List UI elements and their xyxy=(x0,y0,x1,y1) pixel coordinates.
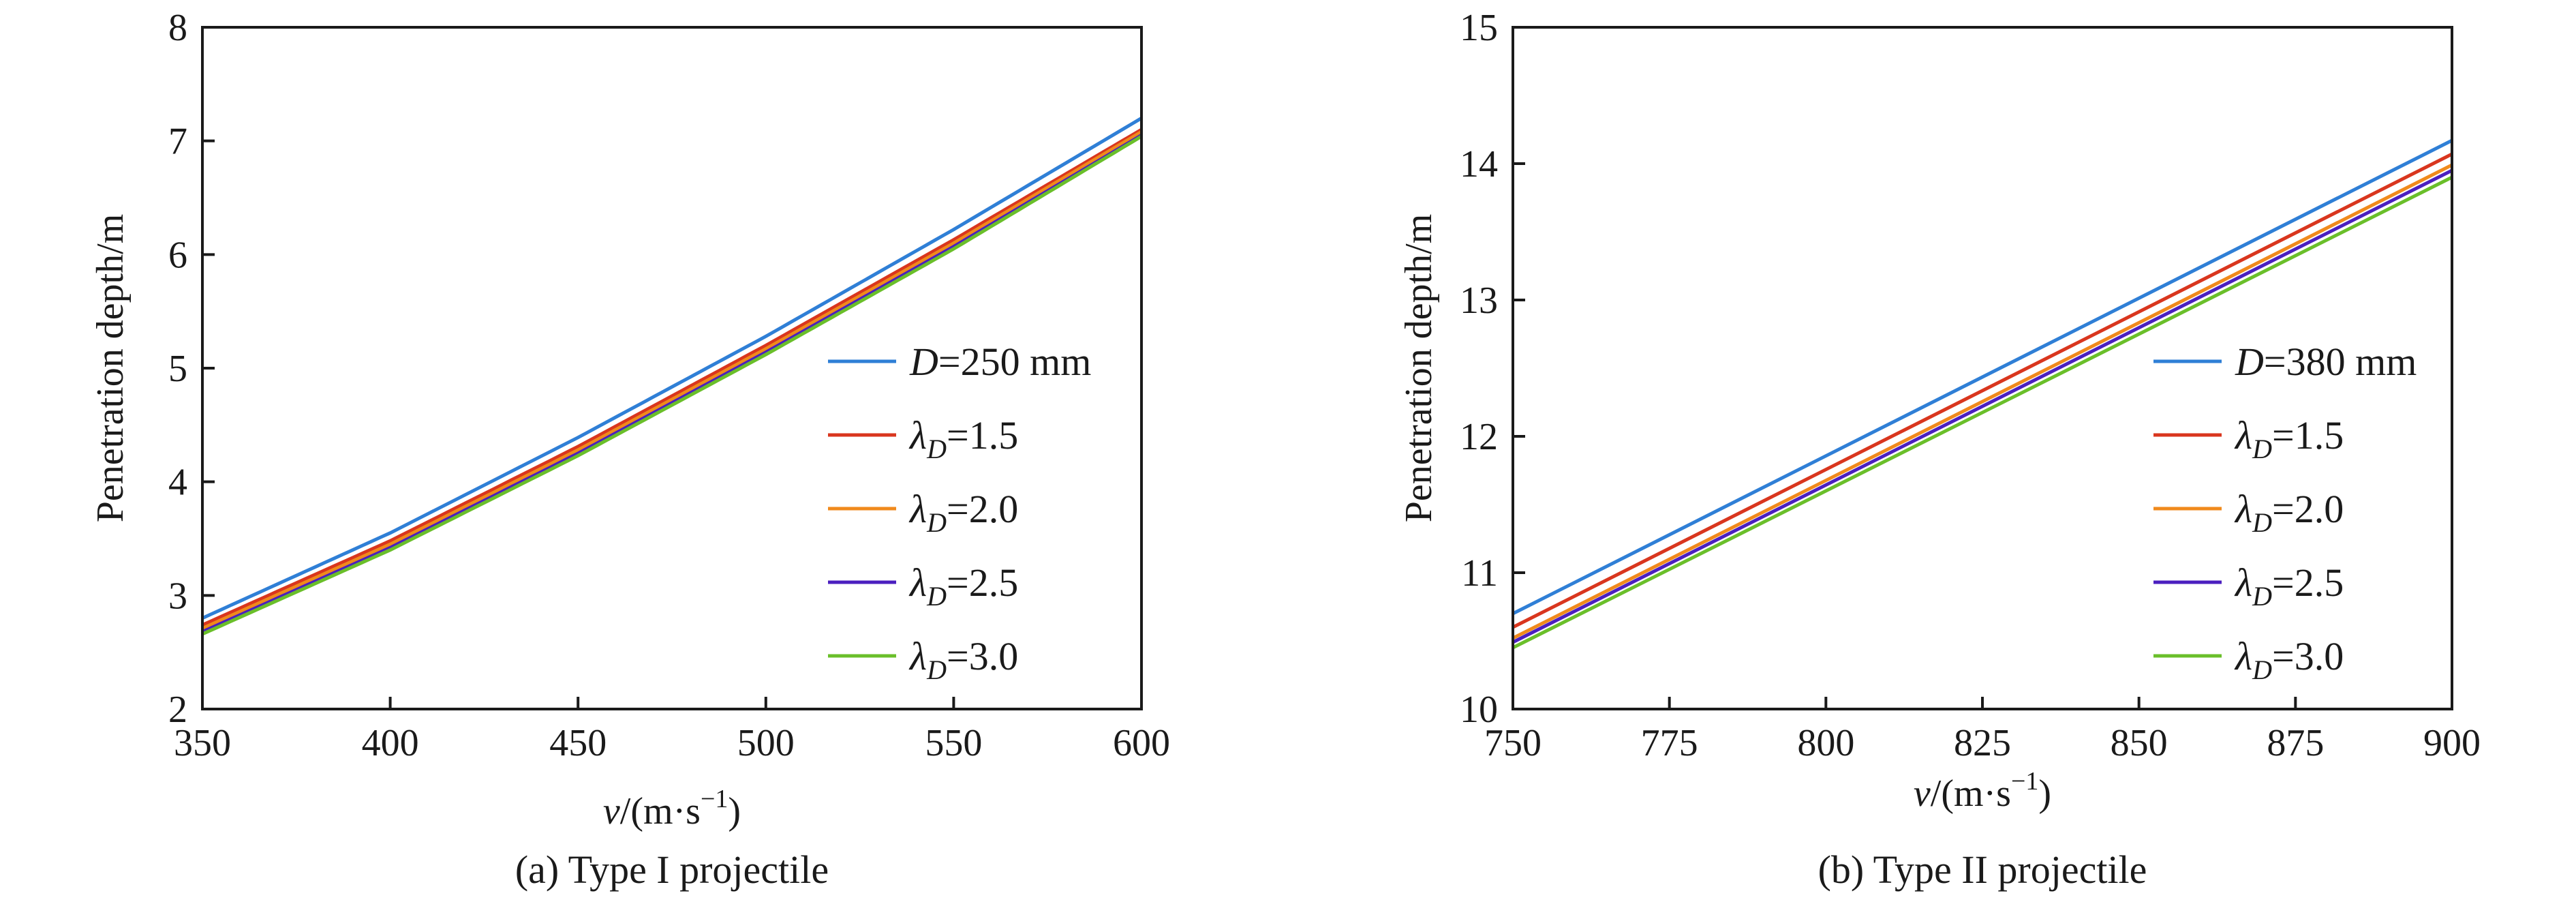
x-axis-label-unit: /(m·s xyxy=(620,790,701,832)
legend-label-rest: =1.5 xyxy=(2272,413,2344,457)
y-axis-label: Penetration depth/m xyxy=(89,214,132,523)
series-line-1 xyxy=(201,127,1143,627)
legend-label-prefix: λ xyxy=(908,560,927,605)
x-tick-label: 500 xyxy=(737,722,795,764)
y-tick-label: 5 xyxy=(168,348,187,390)
y-tick-label: 8 xyxy=(168,7,187,49)
legend-label-prefix: D xyxy=(2235,340,2264,384)
legend-label-3: λD=2.5 xyxy=(2234,560,2344,612)
y-tick-label: 11 xyxy=(1461,552,1498,595)
y-tick-label: 3 xyxy=(168,575,187,617)
y-tick-label: 10 xyxy=(1460,689,1498,731)
legend-label-prefix: λ xyxy=(908,413,927,457)
legend-label-prefix: λ xyxy=(2234,634,2252,678)
x-tick-label: 900 xyxy=(2423,722,2481,764)
legend-label-1: λD=1.5 xyxy=(2234,413,2344,464)
x-tick-label: 775 xyxy=(1641,722,1698,764)
x-tick-label: 875 xyxy=(2267,722,2324,764)
series-line-1 xyxy=(1512,152,2453,629)
x-tick-label: 800 xyxy=(1797,722,1854,764)
x-axis-label-close: ) xyxy=(2038,772,2051,815)
legend-label-sub: D xyxy=(926,507,947,538)
legend-label-sub: D xyxy=(2252,434,2272,464)
legend-label-prefix: D xyxy=(909,340,938,384)
legend-label-sub: D xyxy=(926,434,947,464)
x-tick-label: 350 xyxy=(174,722,231,764)
y-tick-label: 15 xyxy=(1460,7,1498,49)
y-tick-label: 7 xyxy=(168,121,187,163)
chart-panel-0: 350 400 450 500 550 600 2 3 4 5 6 7 8 Penetration dep… xyxy=(89,7,1170,892)
x-axis-label-unit: /(m·s xyxy=(1931,772,2011,815)
legend-label-prefix: λ xyxy=(2234,560,2252,605)
series-line-3 xyxy=(201,134,1143,633)
y-tick-label: 4 xyxy=(168,462,187,504)
legend-label-0: D=250 mm xyxy=(909,340,1091,384)
legend-label-sub: D xyxy=(926,581,947,612)
legend-label-1: λD=1.5 xyxy=(908,413,1018,464)
legend-label-prefix: λ xyxy=(908,487,927,531)
x-tick-label: 600 xyxy=(1113,722,1170,764)
legend-label-rest: =2.0 xyxy=(2272,487,2344,531)
legend-label-rest: =380 mm xyxy=(2264,340,2417,384)
legend-label-prefix: λ xyxy=(2234,487,2252,531)
legend-label-0: D=380 mm xyxy=(2235,340,2417,384)
legend-label-4: λD=3.0 xyxy=(2234,634,2344,685)
panel-caption: (a) Type I projectile xyxy=(515,847,829,892)
x-axis-label: v/(m·s−1) xyxy=(603,785,741,832)
y-tick-label: 14 xyxy=(1460,143,1498,185)
series-line-0 xyxy=(201,117,1143,620)
x-axis-label: v/(m·s−1) xyxy=(1914,767,2051,815)
legend-label-rest: =1.5 xyxy=(947,413,1018,457)
x-tick-label: 450 xyxy=(549,722,607,764)
series-line-2 xyxy=(201,130,1143,630)
series-line-3 xyxy=(1512,168,2453,644)
legend-label-2: λD=2.0 xyxy=(2234,487,2344,538)
legend-label-sub: D xyxy=(2252,581,2272,612)
x-axis-label-exp: −1 xyxy=(2011,767,2038,796)
x-tick-label: 400 xyxy=(362,722,419,764)
legend-label-rest: =2.5 xyxy=(2272,560,2344,605)
legend-label-rest: =2.5 xyxy=(947,560,1018,605)
y-tick-label: 12 xyxy=(1460,416,1498,458)
legend-label-sub: D xyxy=(2252,507,2272,538)
x-tick-label: 825 xyxy=(1954,722,2011,764)
legend-label-3: λD=2.5 xyxy=(908,560,1018,612)
x-axis-label-close: ) xyxy=(728,790,741,832)
legend-label-prefix: λ xyxy=(2234,413,2252,457)
x-axis-label-var: v xyxy=(1914,772,1931,815)
x-tick-label: 750 xyxy=(1484,722,1542,764)
x-axis-label-exp: −1 xyxy=(701,785,728,813)
y-tick-label: 2 xyxy=(168,689,187,731)
legend-label-2: λD=2.0 xyxy=(908,487,1018,538)
x-axis-label-var: v xyxy=(603,790,620,832)
y-axis-label: Penetration depth/m xyxy=(1398,214,1440,523)
chart-panel-1: 750 775 800 825 850 875 900 10 11 12 13 14 15 Penetra… xyxy=(1398,7,2481,892)
legend-label-4: λD=3.0 xyxy=(908,634,1018,685)
series-line-2 xyxy=(1512,163,2453,640)
legend-label-sub: D xyxy=(926,655,947,685)
x-tick-label: 850 xyxy=(2111,722,2168,764)
series-line-4 xyxy=(201,134,1143,636)
legend-label-prefix: λ xyxy=(908,634,927,678)
y-tick-label: 6 xyxy=(168,234,187,276)
series-line-0 xyxy=(1512,138,2453,616)
legend-label-sub: D xyxy=(2252,655,2272,685)
y-tick-label: 13 xyxy=(1460,280,1498,322)
legend-label-rest: =250 mm xyxy=(938,340,1091,384)
legend-label-rest: =3.0 xyxy=(2272,634,2344,678)
series-line-4 xyxy=(1512,175,2453,650)
legend-label-rest: =3.0 xyxy=(947,634,1018,678)
panel-caption: (b) Type II projectile xyxy=(1818,847,2147,892)
legend-label-rest: =2.0 xyxy=(947,487,1018,531)
x-tick-label: 550 xyxy=(925,722,982,764)
